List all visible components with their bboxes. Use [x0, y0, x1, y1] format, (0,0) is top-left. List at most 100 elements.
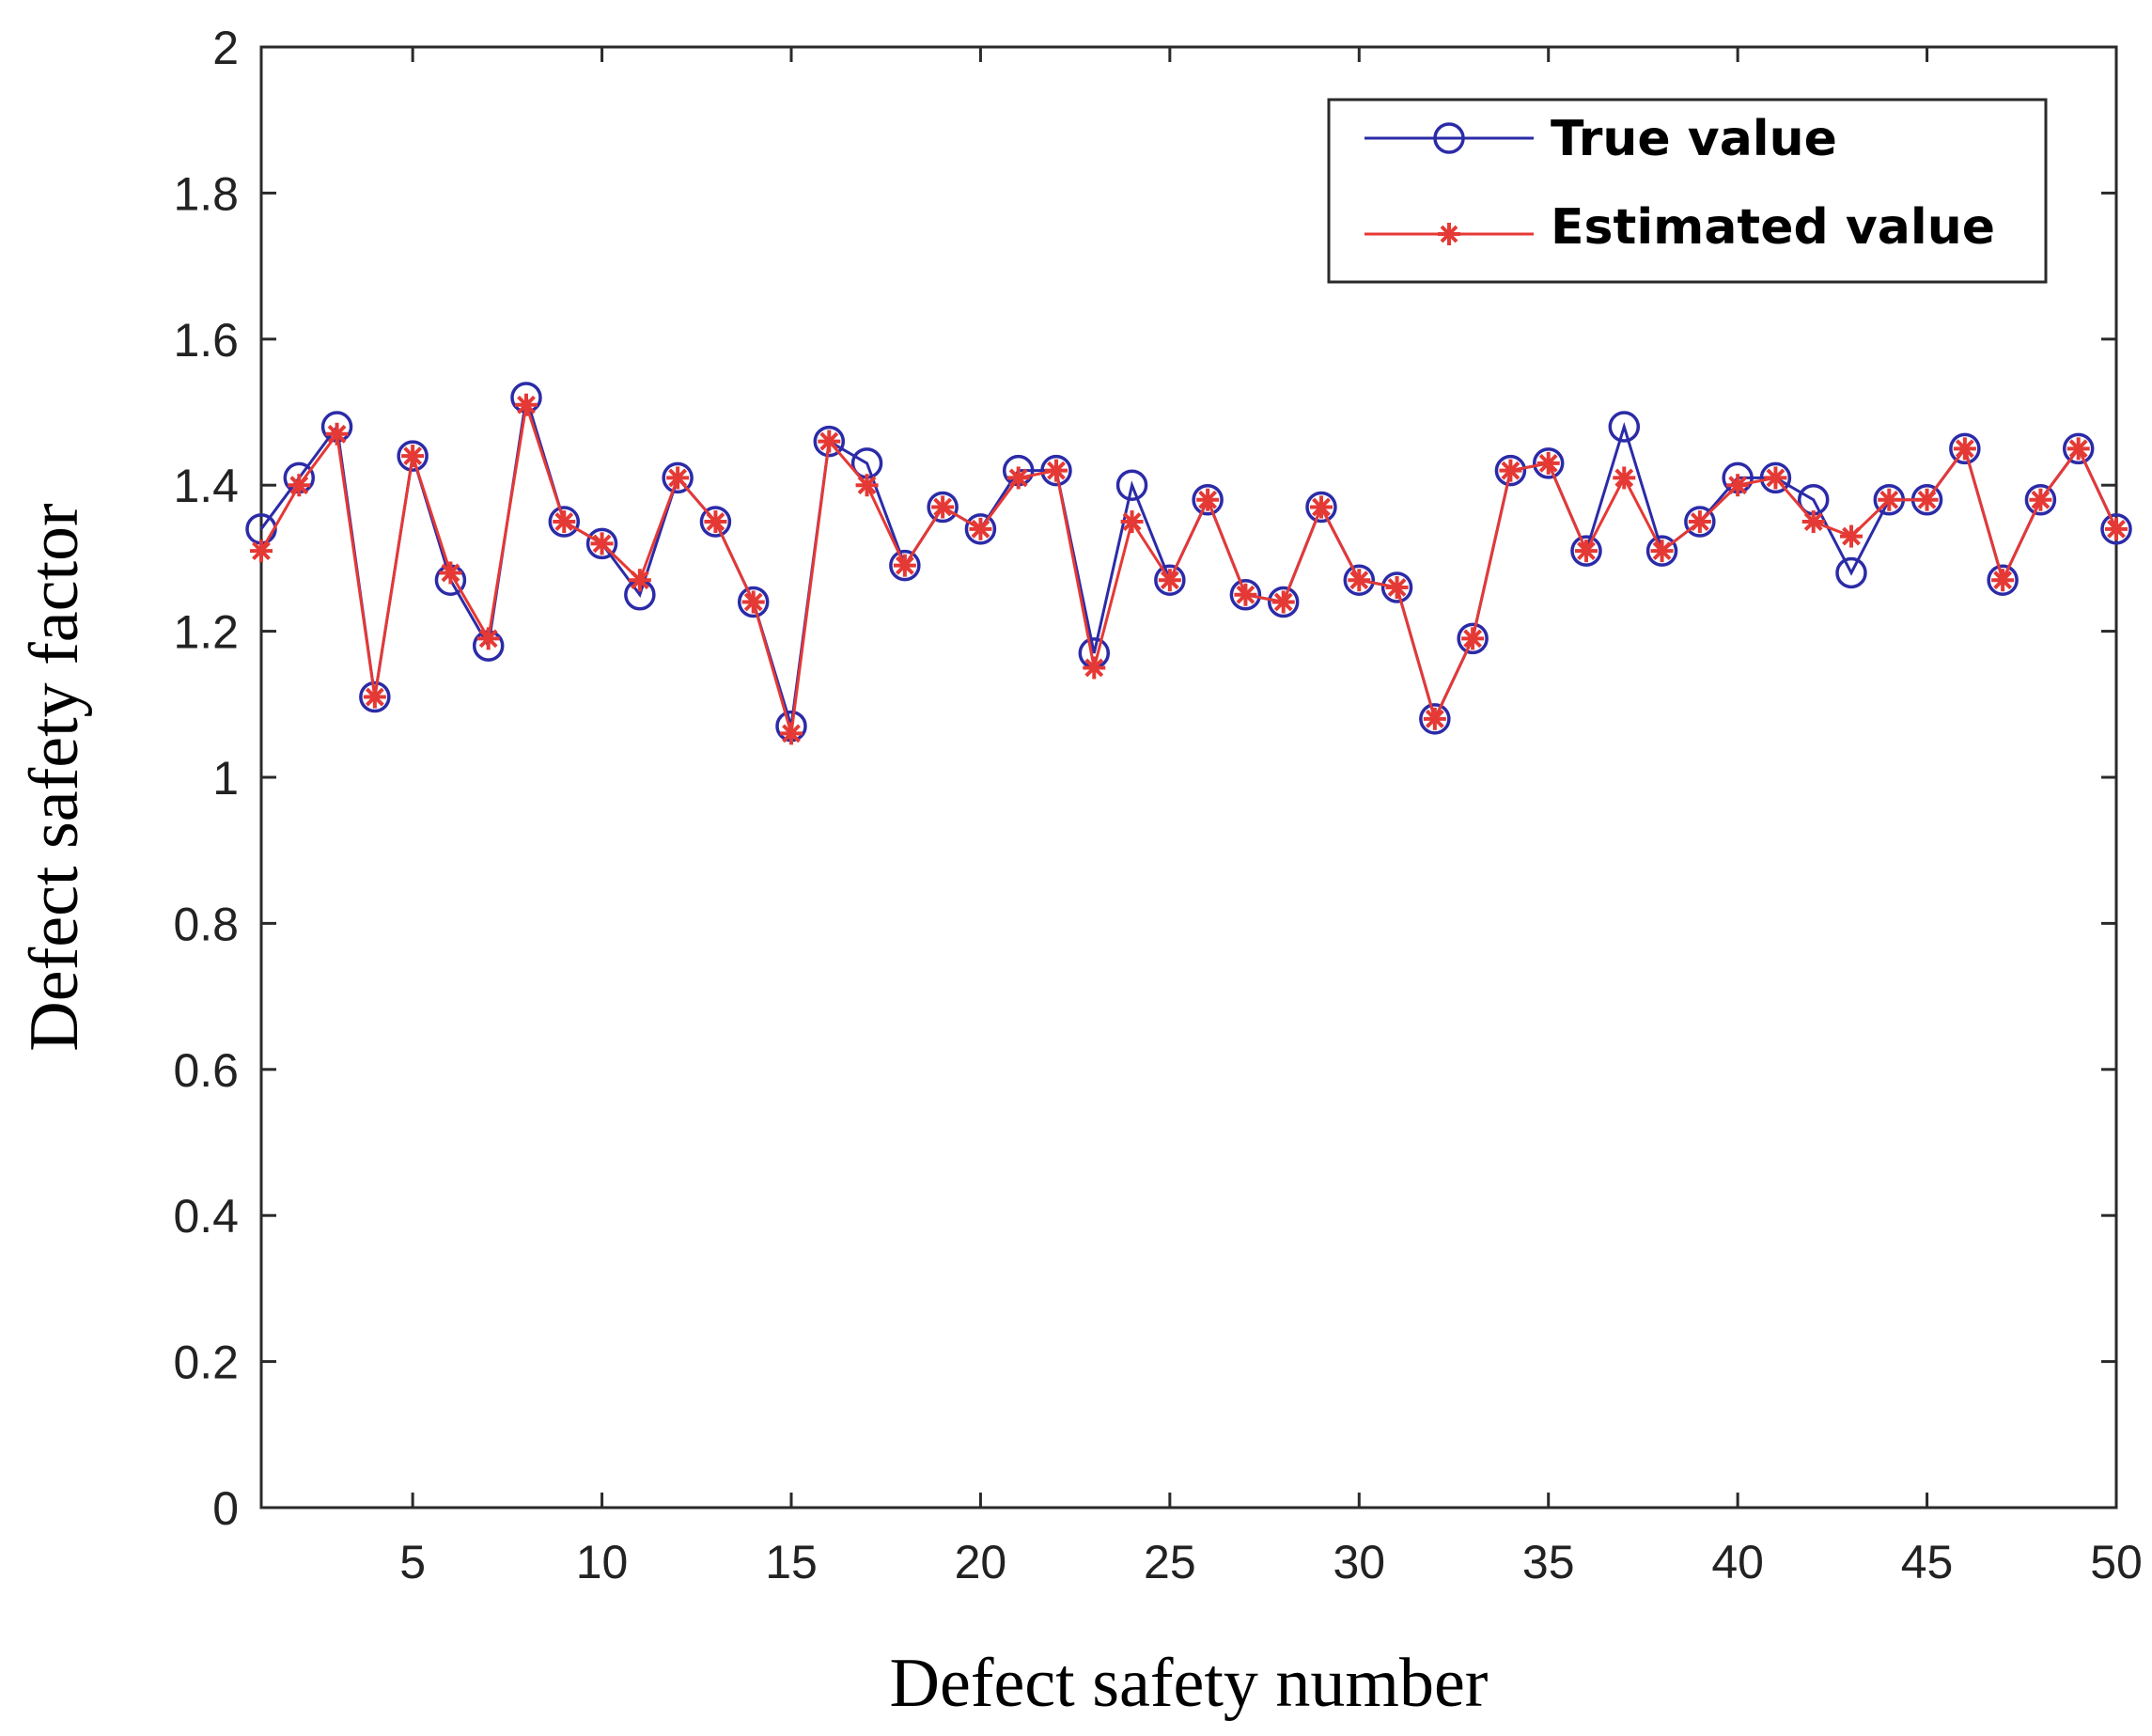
point-estimated-value-15 — [780, 722, 803, 745]
point-estimated-value-5 — [401, 445, 425, 468]
y-tick-label: 0 — [212, 1482, 239, 1535]
y-tick-label: 0.6 — [173, 1044, 239, 1097]
point-estimated-value-36 — [1575, 540, 1598, 563]
y-tick-label: 1.8 — [173, 167, 239, 220]
x-tick-label: 40 — [1711, 1536, 1764, 1588]
point-true-value-19 — [927, 491, 959, 524]
point-estimated-value-32 — [1423, 707, 1446, 730]
axis-ticks: 5 10 15 20 25 30 35 40 45 50 0 0.2 0.4 0.6 0.8 1 1.2 1.4 1… — [173, 22, 2142, 1588]
point-true-value-41 — [1759, 461, 1792, 494]
series-estimated-value — [250, 393, 2128, 745]
point-estimated-value-13 — [704, 510, 727, 534]
x-tick-label: 30 — [1333, 1536, 1385, 1588]
point-true-value-46 — [1949, 432, 1981, 465]
point-estimated-value-7 — [476, 627, 500, 650]
point-estimated-value-3 — [325, 422, 349, 446]
legend-label-true-value: True value — [1551, 111, 1837, 167]
point-true-value-49 — [2062, 432, 2095, 465]
point-true-value-43 — [1835, 556, 1867, 589]
point-estimated-value-43 — [1840, 524, 1863, 548]
point-estimated-value-17 — [855, 474, 879, 497]
y-tick-label: 1 — [212, 752, 239, 805]
point-estimated-value-11 — [628, 569, 651, 592]
point-estimated-value-38 — [1650, 540, 1674, 563]
point-estimated-value-12 — [666, 466, 690, 490]
y-tick-label: 0.8 — [173, 898, 239, 950]
point-estimated-value-28 — [1271, 590, 1295, 614]
point-estimated-value-49 — [2066, 437, 2090, 461]
point-estimated-value-10 — [590, 532, 614, 555]
point-true-value-30 — [1343, 564, 1376, 596]
point-true-value-47 — [1987, 564, 2019, 596]
legend-marker-true-value — [1433, 122, 1465, 154]
point-estimated-value-24 — [1120, 510, 1144, 534]
point-true-value-36 — [1570, 535, 1602, 567]
point-true-value-4 — [359, 680, 391, 713]
point-estimated-value-21 — [1006, 466, 1030, 490]
point-estimated-value-45 — [1915, 488, 1939, 511]
point-true-value-29 — [1305, 491, 1337, 524]
point-estimated-value-29 — [1310, 495, 1333, 519]
point-true-value-9 — [548, 506, 581, 538]
point-estimated-value-14 — [741, 590, 765, 614]
x-tick-label: 10 — [576, 1536, 629, 1588]
point-true-value-31 — [1380, 571, 1413, 603]
point-true-value-18 — [889, 549, 921, 582]
x-tick-label: 5 — [399, 1536, 426, 1588]
y-tick-label: 1.2 — [173, 606, 239, 659]
point-true-value-13 — [699, 506, 732, 538]
point-estimated-value-50 — [2105, 517, 2128, 540]
point-estimated-value-23 — [1083, 656, 1106, 680]
y-tick-label: 1.6 — [173, 314, 239, 367]
point-true-value-10 — [585, 527, 618, 560]
x-tick-label: 35 — [1522, 1536, 1575, 1588]
point-true-value-25 — [1154, 564, 1186, 596]
point-estimated-value-22 — [1045, 459, 1068, 482]
point-estimated-value-31 — [1385, 575, 1409, 599]
point-true-value-50 — [2100, 513, 2132, 545]
point-true-value-14 — [737, 586, 770, 618]
series-layer — [245, 382, 2132, 745]
y-tick-label: 0.2 — [173, 1337, 239, 1389]
point-estimated-value-18 — [893, 554, 916, 577]
point-estimated-value-30 — [1348, 569, 1371, 592]
x-tick-label: 15 — [765, 1536, 818, 1588]
point-estimated-value-1 — [250, 540, 273, 563]
x-axis-label: Defect safety number — [890, 1645, 1489, 1722]
point-true-value-34 — [1494, 454, 1527, 487]
x-tick-label: 45 — [1901, 1536, 1954, 1588]
point-estimated-value-4 — [363, 685, 386, 709]
point-estimated-value-39 — [1688, 510, 1711, 534]
legend: True value Estimated value — [1327, 98, 2048, 284]
y-tick-label: 1.4 — [173, 460, 239, 512]
x-tick-label: 20 — [955, 1536, 1007, 1588]
point-estimated-value-2 — [288, 474, 311, 497]
point-true-value-27 — [1229, 579, 1262, 611]
point-true-value-26 — [1192, 483, 1224, 516]
point-true-value-20 — [964, 513, 997, 545]
point-estimated-value-40 — [1726, 474, 1750, 497]
point-true-value-33 — [1457, 622, 1489, 655]
point-true-value-48 — [2024, 483, 2057, 516]
point-estimated-value-34 — [1499, 459, 1522, 482]
point-true-value-37 — [1608, 411, 1641, 443]
x-tick-label: 50 — [2090, 1536, 2143, 1588]
point-estimated-value-19 — [931, 495, 955, 519]
point-true-value-35 — [1532, 447, 1565, 479]
point-estimated-value-41 — [1764, 466, 1787, 490]
point-true-value-22 — [1040, 454, 1072, 487]
y-tick-label: 0.4 — [173, 1190, 239, 1243]
point-estimated-value-46 — [1953, 437, 1976, 461]
point-estimated-value-26 — [1196, 488, 1220, 511]
plot-area — [259, 45, 2118, 1509]
point-estimated-value-25 — [1158, 569, 1181, 592]
y-axis-label: Defect safety factor — [16, 503, 93, 1051]
point-estimated-value-37 — [1613, 466, 1636, 490]
point-estimated-value-47 — [1991, 569, 2015, 592]
point-estimated-value-9 — [553, 510, 576, 534]
point-estimated-value-35 — [1536, 451, 1560, 475]
point-estimated-value-6 — [439, 561, 462, 585]
point-true-value-39 — [1684, 506, 1716, 538]
legend-box — [1327, 98, 2048, 284]
